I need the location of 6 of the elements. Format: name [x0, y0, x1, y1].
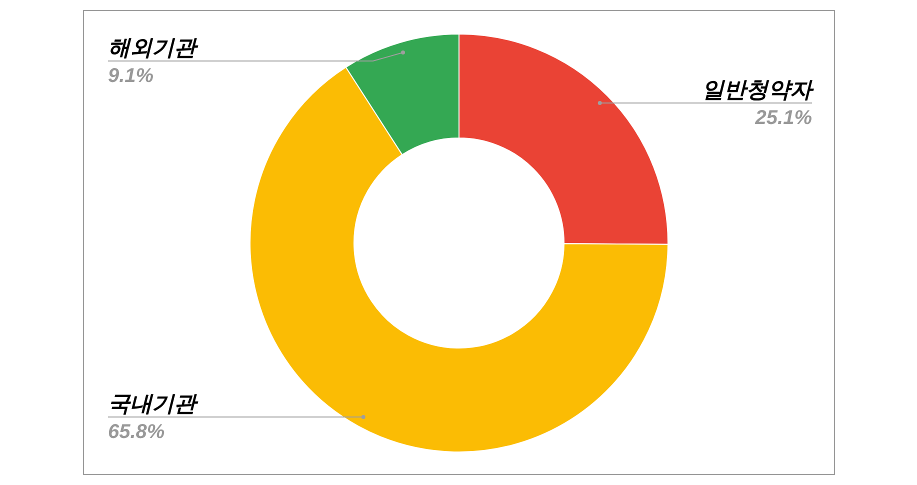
slice-label: 해외기관: [108, 36, 199, 61]
slice-label: 일반청약자: [702, 78, 814, 104]
slice-label: 국내기관: [108, 392, 199, 417]
data-label: 65.8%: [108, 420, 165, 443]
data-label: 25.1%: [754, 107, 812, 130]
data-label: 9.1%: [108, 65, 154, 87]
